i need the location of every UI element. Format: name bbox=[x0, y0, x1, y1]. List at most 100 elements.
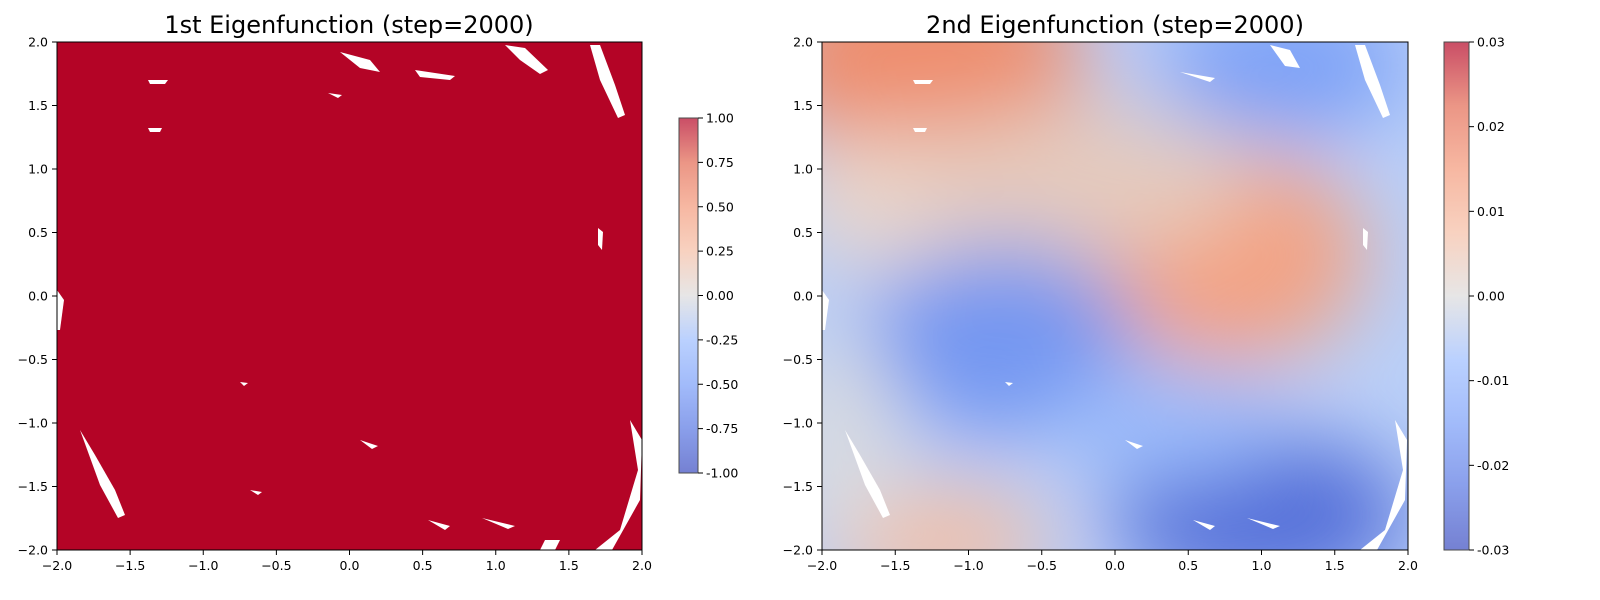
sample-gap bbox=[822, 290, 829, 330]
sample-gap bbox=[1247, 518, 1280, 529]
colorbar-tick-label: 0.02 bbox=[1477, 119, 1505, 134]
colorbar-2 bbox=[1443, 41, 1470, 551]
x-tick-label: 2.0 bbox=[1398, 558, 1418, 573]
field-region bbox=[910, 105, 1250, 255]
colorbar-tick-label: 1.00 bbox=[706, 111, 734, 126]
y-tick-label: −1.0 bbox=[783, 416, 813, 431]
colorbar-tick-label: 0.75 bbox=[706, 155, 734, 170]
y-tick-label: 1.5 bbox=[28, 98, 48, 113]
y-axis-2: −2.0 −1.5 −1.0 −0.5 0.0 0.5 1.0 1.5 2.0 bbox=[783, 35, 822, 558]
colorbar-tick-label: -0.02 bbox=[1477, 458, 1509, 473]
colorbar-tick-label: -1.00 bbox=[706, 466, 738, 481]
x-tick-label: 1.5 bbox=[559, 558, 579, 573]
x-tick-label: −1.5 bbox=[880, 558, 910, 573]
sample-gap bbox=[415, 70, 455, 80]
field-region bbox=[865, 245, 1135, 435]
y-tick-label: −1.0 bbox=[18, 416, 48, 431]
colorbar-tick-label: -0.50 bbox=[706, 377, 738, 392]
colorbar-tick-label: 0.01 bbox=[1477, 204, 1505, 219]
y-tick-label: 1.5 bbox=[793, 98, 813, 113]
sample-gap bbox=[428, 520, 450, 530]
colorbar-tick-label: 0.50 bbox=[706, 199, 734, 214]
colorbar-tick-label: -0.25 bbox=[706, 332, 738, 347]
x-tick-label: −1.0 bbox=[953, 558, 983, 573]
sample-gap bbox=[1125, 440, 1143, 449]
sample-gap bbox=[1005, 382, 1013, 386]
colorbar-tick-label: -0.75 bbox=[706, 421, 738, 436]
y-tick-label: 0.0 bbox=[28, 289, 48, 304]
colorbar-tick-label: -0.03 bbox=[1477, 543, 1509, 558]
sample-gap bbox=[148, 128, 162, 132]
sample-gap bbox=[595, 420, 642, 550]
x-tick-label: −1.0 bbox=[188, 558, 218, 573]
x-tick-label: −0.5 bbox=[261, 558, 291, 573]
sample-gap bbox=[590, 45, 625, 118]
y-tick-label: 0.5 bbox=[793, 225, 813, 240]
colorbar-tick-label: 0.03 bbox=[1477, 35, 1505, 50]
sample-gap bbox=[360, 440, 378, 449]
sample-gap bbox=[598, 228, 603, 250]
y-tick-label: −1.5 bbox=[783, 479, 813, 494]
x-tick-label: −2.0 bbox=[807, 558, 837, 573]
sample-gap bbox=[913, 128, 927, 132]
field-region bbox=[1060, 360, 1280, 480]
sample-gap bbox=[482, 518, 515, 529]
panel-2-title: 2nd Eigenfunction (step=2000) bbox=[926, 11, 1304, 39]
x-tick-label: 1.0 bbox=[1252, 558, 1272, 573]
sample-gap bbox=[540, 540, 560, 550]
colorbar-tick-label: 0.25 bbox=[706, 244, 734, 259]
sample-gap bbox=[80, 430, 125, 518]
sample-gap bbox=[913, 80, 933, 84]
colorbar-1-ticks: 1.00 0.75 0.50 0.25 0.00 -0.25 -0.50 -0.75 -1.00 bbox=[698, 111, 738, 481]
heatmap-2-gaps bbox=[822, 45, 1407, 550]
sample-gap bbox=[1193, 520, 1215, 530]
sample-gap bbox=[845, 430, 890, 518]
y-axis-1: −2.0 −1.5 −1.0 −0.5 0.0 0.5 1.0 1.5 2.0 bbox=[18, 35, 57, 558]
field-region bbox=[1160, 42, 1408, 135]
x-axis-2: −2.0 −1.5 −1.0 −0.5 0.0 0.5 1.0 1.5 2.0 bbox=[807, 550, 1418, 573]
sample-gap bbox=[240, 382, 248, 386]
colorbar-tick-label: -0.01 bbox=[1477, 373, 1509, 388]
x-tick-label: −1.5 bbox=[115, 558, 145, 573]
colorbar-1 bbox=[678, 117, 699, 474]
sample-gap bbox=[1270, 45, 1300, 68]
y-tick-label: −1.5 bbox=[18, 479, 48, 494]
colorbar-tick-label: 0.00 bbox=[706, 288, 734, 303]
x-tick-label: 1.0 bbox=[486, 558, 506, 573]
sample-gap bbox=[340, 52, 380, 72]
panel-2nd-eigenfunction: 2nd Eigenfunction (step=2000) bbox=[783, 11, 1510, 573]
x-tick-label: 0.5 bbox=[1178, 558, 1198, 573]
x-tick-label: 0.0 bbox=[340, 558, 360, 573]
y-tick-label: 0.0 bbox=[793, 289, 813, 304]
colorbar-tick-label: 0.00 bbox=[1477, 289, 1505, 304]
y-tick-label: −2.0 bbox=[783, 543, 813, 558]
sample-gap bbox=[1363, 228, 1368, 250]
x-axis-1: −2.0 −1.5 −1.0 −0.5 0.0 0.5 1.0 1.5 2.0 bbox=[42, 550, 652, 573]
y-tick-label: −2.0 bbox=[18, 543, 48, 558]
y-tick-label: −0.5 bbox=[18, 352, 48, 367]
panel-1st-eigenfunction: 1st Eigenfunction (step=2000) bbox=[18, 11, 739, 573]
heatmap-1-field bbox=[57, 42, 642, 550]
sample-gap bbox=[250, 490, 262, 495]
sample-gap bbox=[148, 80, 168, 84]
x-tick-label: 0.0 bbox=[1105, 558, 1125, 573]
y-tick-label: 1.0 bbox=[28, 162, 48, 177]
y-tick-label: 1.0 bbox=[793, 162, 813, 177]
y-tick-label: 2.0 bbox=[28, 35, 48, 50]
colorbar-2-ticks: 0.03 0.02 0.01 0.00 -0.01 -0.02 -0.03 bbox=[1469, 35, 1509, 558]
x-tick-label: 1.5 bbox=[1325, 558, 1345, 573]
panel-1-title: 1st Eigenfunction (step=2000) bbox=[164, 11, 533, 39]
sample-gap bbox=[505, 45, 548, 74]
y-tick-label: −0.5 bbox=[783, 352, 813, 367]
sample-gap bbox=[1360, 420, 1407, 550]
sample-gap bbox=[328, 93, 342, 98]
heatmap-2-field bbox=[822, 42, 1408, 550]
sample-gap bbox=[57, 290, 64, 330]
x-tick-label: 0.5 bbox=[413, 558, 433, 573]
y-tick-label: 2.0 bbox=[793, 35, 813, 50]
x-tick-label: 2.0 bbox=[632, 558, 652, 573]
sample-gap bbox=[1355, 45, 1390, 118]
x-tick-label: −0.5 bbox=[1027, 558, 1057, 573]
x-tick-label: −2.0 bbox=[42, 558, 72, 573]
